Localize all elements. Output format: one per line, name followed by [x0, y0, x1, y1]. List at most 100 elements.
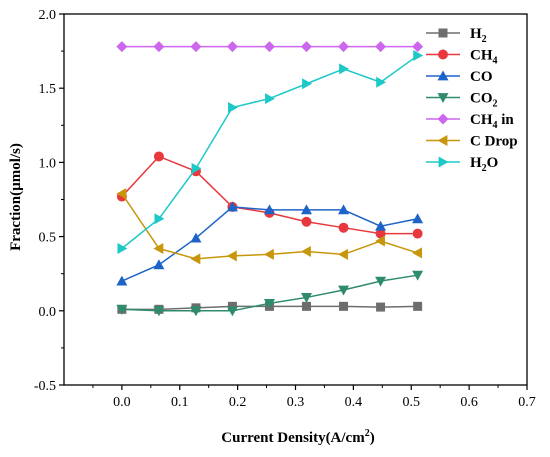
legend-label: CH4 — [470, 48, 498, 67]
data-point — [226, 306, 238, 317]
plot-frame — [63, 13, 528, 386]
data-point — [263, 41, 275, 53]
legend-label: C Drop — [470, 134, 518, 150]
data-point — [228, 101, 238, 113]
data-point — [300, 41, 312, 53]
data-point — [191, 162, 202, 174]
data-point — [226, 41, 238, 53]
data-point — [375, 41, 387, 53]
x-tick-label: 0.2 — [229, 395, 247, 410]
x-tick-label: 0.1 — [171, 395, 189, 410]
legend-item: C Drop — [426, 134, 518, 150]
legend-item: H2O — [426, 155, 498, 174]
legend: H2 CH4 CO CO2 CH4 in C Drop H2O — [426, 26, 518, 174]
data-point — [338, 285, 350, 296]
data-point — [375, 220, 387, 231]
legend-label: H2 — [470, 26, 487, 45]
data-point — [227, 301, 237, 311]
data-point — [339, 63, 350, 75]
data-point — [338, 222, 349, 233]
data-point — [375, 228, 386, 239]
data-point — [375, 235, 385, 247]
data-point — [301, 216, 312, 227]
data-point — [338, 41, 350, 53]
series-5 — [116, 41, 424, 53]
legend-marker — [437, 70, 449, 81]
y-tick-label: 1.0 — [39, 156, 57, 171]
series-line — [121, 155, 418, 235]
data-point — [412, 247, 423, 259]
data-point — [339, 301, 349, 311]
legend-marker — [438, 49, 448, 60]
data-point — [190, 232, 202, 243]
data-point — [412, 41, 424, 53]
data-point — [412, 213, 424, 224]
data-point — [412, 270, 424, 281]
data-point — [263, 248, 274, 260]
data-point — [116, 41, 128, 53]
legend-item: CH4 in — [426, 112, 514, 131]
series-line — [121, 54, 419, 250]
series-7 — [117, 50, 424, 254]
data-point — [413, 301, 423, 311]
data-point — [190, 306, 202, 317]
data-point — [265, 93, 275, 105]
data-point — [376, 76, 387, 88]
series-3 — [116, 201, 424, 286]
legend-marker — [437, 93, 449, 103]
data-point — [154, 213, 165, 225]
data-point — [116, 304, 128, 315]
legend-item: H2 — [426, 26, 487, 45]
data-point — [376, 302, 386, 312]
legend-label: CO — [470, 69, 493, 85]
y-tick-label: 1.5 — [39, 82, 57, 97]
data-point — [226, 201, 238, 212]
y-axis-title: Fraction(µmol/s) — [8, 143, 24, 251]
data-point — [117, 242, 128, 254]
legend-marker — [438, 28, 448, 38]
x-tick-label: 0.4 — [345, 395, 363, 410]
data-point — [226, 250, 237, 262]
y-tick-label: 2.0 — [39, 8, 57, 23]
y-tick-label: 0.0 — [39, 305, 57, 320]
data-point — [263, 298, 275, 309]
x-tick-label: 0.6 — [460, 395, 478, 410]
x-tick-label: 0.3 — [287, 395, 305, 410]
data-point — [413, 50, 424, 62]
data-point — [302, 78, 312, 90]
data-point — [375, 276, 387, 287]
x-tick-label: 0.7 — [518, 395, 536, 410]
data-point — [153, 41, 165, 53]
legend-marker — [438, 156, 449, 168]
series-2 — [116, 151, 423, 239]
legend-item: CH4 — [426, 48, 498, 67]
x-tick-label: 0.0 — [113, 395, 131, 410]
legend-label: H2O — [470, 155, 498, 174]
series-4 — [116, 270, 424, 317]
data-point — [153, 242, 164, 254]
legend-item: CO — [426, 69, 493, 85]
x-axis-title: Current Density(A/cm2) — [221, 428, 374, 446]
ticks: 0.0 0.1 0.2 0.3 0.4 0.5 0.6 0.7 -0.5 0.0 0.5 1.0 1.5… — [34, 8, 536, 410]
y-tick-label: 0.5 — [39, 231, 57, 246]
series-group — [116, 41, 424, 317]
y-tick-label: -0.5 — [34, 379, 56, 394]
axes — [63, 13, 528, 386]
legend-item: CO2 — [426, 91, 498, 110]
series-line — [121, 193, 418, 260]
data-point — [338, 248, 348, 260]
data-point — [301, 301, 311, 311]
data-point — [116, 275, 128, 286]
data-point — [300, 204, 312, 215]
x-tick-label: 0.5 — [403, 395, 421, 410]
data-point — [190, 41, 202, 53]
data-point — [300, 293, 312, 303]
legend-label: CH4 in — [470, 112, 514, 131]
data-point — [153, 306, 165, 317]
legend-label: CO2 — [470, 91, 498, 110]
data-point — [412, 228, 423, 239]
series-6 — [116, 188, 423, 265]
data-point — [263, 204, 275, 215]
data-point — [338, 204, 350, 215]
data-point — [153, 151, 164, 162]
